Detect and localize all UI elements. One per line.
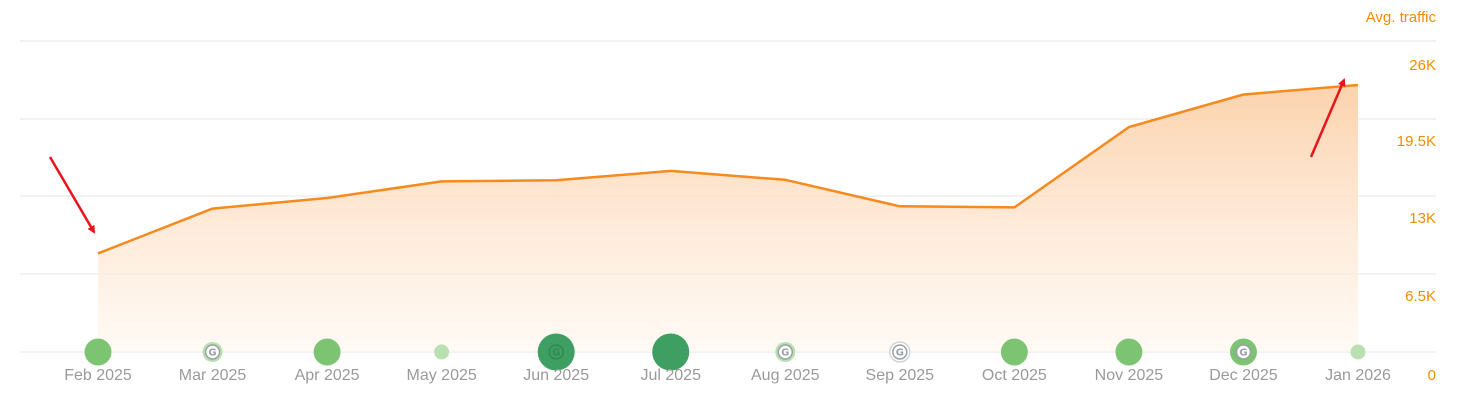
svg-text:G: G <box>552 348 560 359</box>
y-tick-label: 6.5K <box>1405 288 1436 305</box>
x-tick-label: Dec 2025 <box>1209 367 1278 384</box>
annotation-arrows <box>48 78 1346 234</box>
event-marker[interactable]: G <box>1229 338 1257 366</box>
event-marker[interactable] <box>1115 338 1143 366</box>
event-marker[interactable] <box>313 338 341 366</box>
area-fill <box>98 85 1358 352</box>
event-marker[interactable]: G <box>775 342 796 362</box>
event-marker[interactable] <box>652 333 690 371</box>
y-tick-label: 26K <box>1409 57 1436 74</box>
x-tick-label: Nov 2025 <box>1095 367 1164 384</box>
x-tick-label: Jan 2026 <box>1325 367 1391 384</box>
event-marker[interactable] <box>84 338 112 366</box>
marker-circle <box>652 333 690 371</box>
google-update-icon: G <box>892 344 908 360</box>
x-tick-label: May 2025 <box>407 367 477 384</box>
event-marker[interactable] <box>434 344 450 360</box>
arrow-annotation-start <box>48 156 96 234</box>
y-tick-label: 0 <box>1428 367 1436 384</box>
y-axis-label: Avg. traffic <box>1366 9 1437 26</box>
event-marker[interactable]: G <box>537 333 575 371</box>
marker-circle <box>434 344 450 360</box>
y-tick-label: 19.5K <box>1397 133 1436 150</box>
marker-circle <box>84 338 112 366</box>
x-tick-label: Jun 2025 <box>523 367 589 384</box>
svg-text:G: G <box>1239 348 1247 359</box>
x-tick-label: Mar 2025 <box>179 367 247 384</box>
google-update-icon: G <box>204 344 221 360</box>
traffic-line <box>97 83 1359 255</box>
google-update-icon: G <box>1235 344 1252 360</box>
svg-text:G: G <box>781 348 789 359</box>
google-update-icon: G <box>548 344 564 360</box>
x-axis-labels: Feb 2025 Mar 2025 Apr 2025 May 2025 Jun 2025… <box>64 367 1391 384</box>
x-tick-label: Sep 2025 <box>866 367 935 384</box>
x-tick-label: Jul 2025 <box>640 367 701 384</box>
marker-circle <box>1350 344 1366 360</box>
marker-circle <box>537 333 575 371</box>
y-axis-labels: 0 6.5K 13K 19.5K 26K <box>1397 57 1436 384</box>
marker-circle <box>1115 338 1143 366</box>
event-marker[interactable] <box>1350 344 1366 360</box>
event-marker[interactable]: G <box>202 342 223 362</box>
x-tick-label: Oct 2025 <box>982 367 1047 384</box>
marker-circle <box>1000 338 1028 366</box>
event-marker[interactable] <box>1000 338 1028 366</box>
svg-text:G: G <box>896 348 904 359</box>
x-tick-label: Apr 2025 <box>295 367 360 384</box>
marker-circle <box>313 338 341 366</box>
google-update-icon: G <box>777 344 794 360</box>
x-tick-label: Feb 2025 <box>64 367 132 384</box>
y-tick-label: 13K <box>1409 210 1436 227</box>
svg-text:G: G <box>208 348 216 359</box>
x-tick-label: Aug 2025 <box>751 367 820 384</box>
event-marker[interactable]: G <box>889 341 911 363</box>
arrow-annotation-end <box>1309 78 1346 158</box>
